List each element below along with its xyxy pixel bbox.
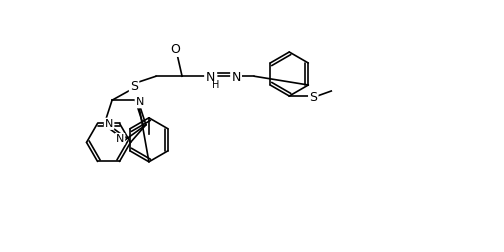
Text: N: N <box>105 119 113 129</box>
Text: N: N <box>206 71 215 84</box>
Text: H: H <box>212 80 220 90</box>
Text: N: N <box>231 71 241 84</box>
Text: N: N <box>116 134 124 144</box>
Text: S: S <box>130 80 138 93</box>
Text: S: S <box>309 90 318 104</box>
Text: O: O <box>170 43 180 56</box>
Text: N: N <box>136 97 144 107</box>
